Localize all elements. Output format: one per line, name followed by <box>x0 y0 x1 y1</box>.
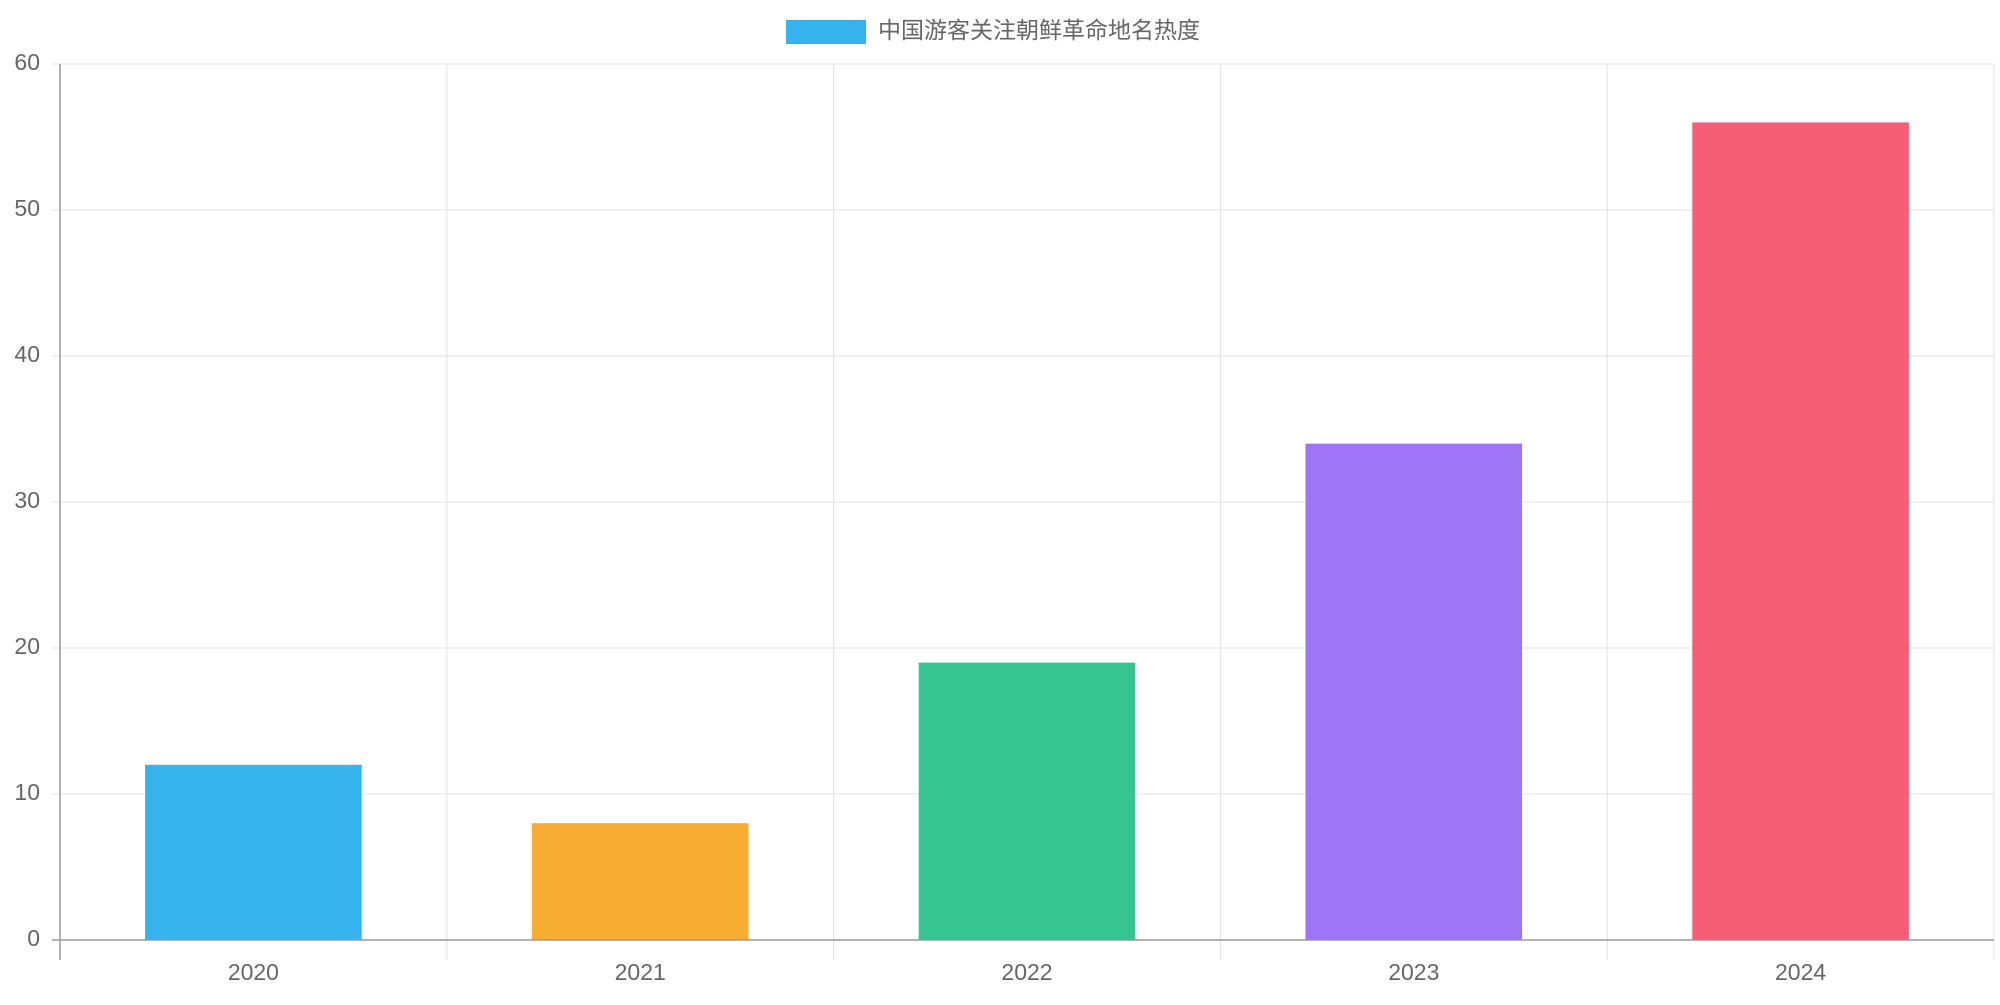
x-tick-label: 2023 <box>1388 959 1439 985</box>
bar <box>145 764 362 940</box>
y-tick-label: 40 <box>14 341 40 367</box>
bar <box>1305 443 1523 940</box>
x-tick-label: 2020 <box>228 959 279 985</box>
y-tick-label: 10 <box>14 779 40 805</box>
x-tick-label: 2021 <box>615 959 666 985</box>
bar <box>1692 122 1909 940</box>
y-tick-label: 50 <box>14 195 40 221</box>
bar <box>918 662 1136 940</box>
x-tick-label: 2024 <box>1775 959 1826 985</box>
y-tick-label: 20 <box>14 633 40 659</box>
legend-label: 中国游客关注朝鲜革命地名热度 <box>878 17 1200 43</box>
bar <box>531 823 749 940</box>
legend-swatch <box>786 20 866 44</box>
y-tick-label: 60 <box>14 49 40 75</box>
x-tick-label: 2022 <box>1001 959 1052 985</box>
y-tick-label: 0 <box>27 925 40 951</box>
y-tick-label: 30 <box>14 487 40 513</box>
